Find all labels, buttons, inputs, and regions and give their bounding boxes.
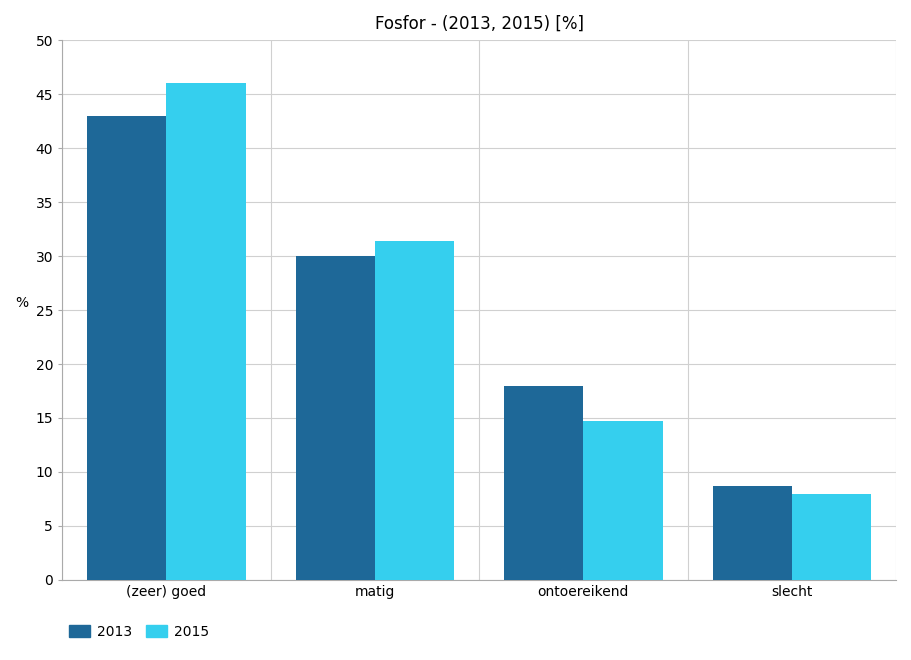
Bar xyxy=(792,494,871,580)
Title: Fosfor - (2013, 2015) [%]: Fosfor - (2013, 2015) [%] xyxy=(374,15,584,33)
Bar xyxy=(712,486,792,580)
Y-axis label: %: % xyxy=(15,296,28,310)
Bar xyxy=(87,115,167,580)
Bar xyxy=(167,83,246,580)
Bar xyxy=(504,385,583,580)
Bar xyxy=(295,256,374,580)
Legend: 2013, 2015: 2013, 2015 xyxy=(69,624,209,639)
Bar xyxy=(583,421,662,580)
Bar xyxy=(374,241,454,580)
